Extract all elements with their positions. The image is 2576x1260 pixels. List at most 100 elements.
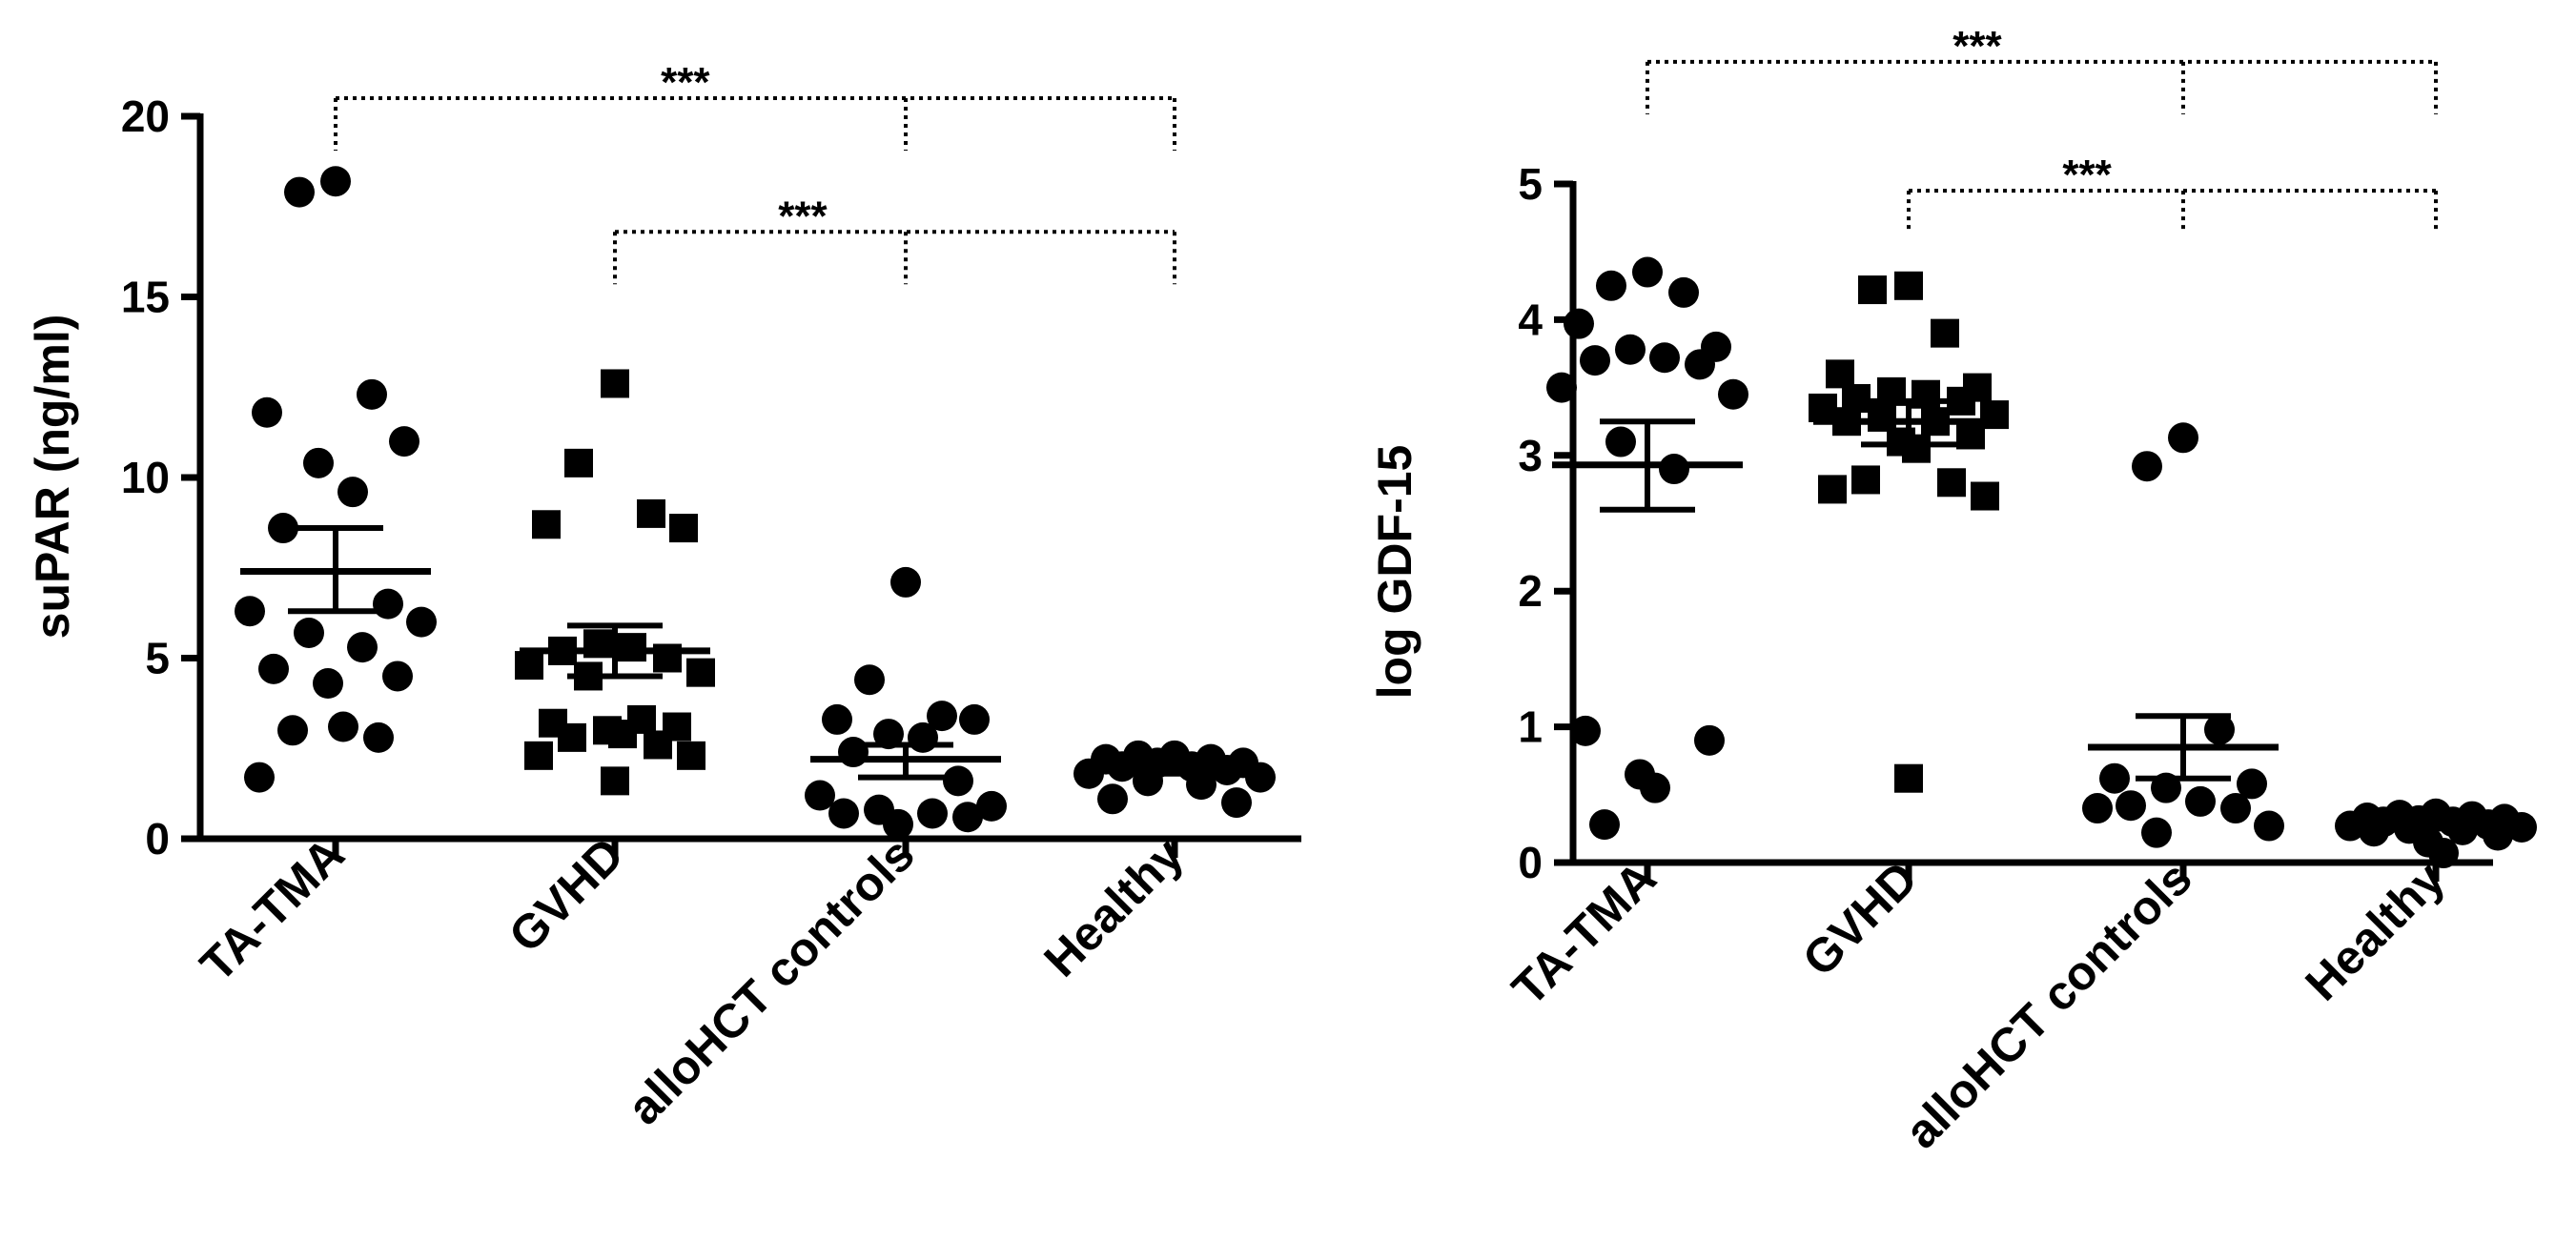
- data-point-gvhd: [1956, 420, 1985, 450]
- data-point-allohct-controls: [2168, 422, 2198, 454]
- y-tick-label: 0: [145, 814, 170, 864]
- data-point-allohct-controls: [822, 703, 852, 735]
- data-point-allohct-controls: [908, 721, 938, 753]
- data-point-allohct-controls: [890, 566, 921, 598]
- data-point-gvhd: [1971, 481, 1999, 511]
- data-point-ta-tma: [258, 653, 289, 684]
- data-point-ta-tma: [268, 513, 298, 544]
- data-point-allohct-controls: [2132, 451, 2162, 482]
- data-point-allohct-controls: [927, 701, 957, 732]
- data-point-healthy: [1097, 783, 1128, 815]
- data-point-allohct-controls: [943, 765, 973, 797]
- data-point-allohct-controls: [838, 737, 869, 768]
- data-point-gvhd: [1868, 402, 1896, 432]
- data-point-gvhd: [564, 448, 593, 478]
- data-point-ta-tma: [1685, 349, 1715, 380]
- data-point-gvhd: [1937, 468, 1966, 498]
- data-point-ta-tma: [1632, 256, 1663, 288]
- y-tick-label: 5: [1518, 159, 1543, 209]
- data-point-gvhd: [677, 741, 705, 770]
- data-point-gvhd: [1826, 359, 1854, 389]
- x-tick-label-healthy: Healthy: [2295, 851, 2454, 1010]
- data-point-gvhd: [515, 651, 543, 681]
- data-point-ta-tma: [1546, 372, 1577, 403]
- data-point-allohct-controls: [854, 664, 885, 696]
- data-point-gvhd: [637, 498, 665, 528]
- significance-label: ***: [1952, 23, 2002, 70]
- data-point-gvhd: [1931, 318, 1959, 348]
- data-point-allohct-controls: [2099, 762, 2130, 794]
- data-point-ta-tma: [1570, 715, 1601, 746]
- data-point-ta-tma: [303, 447, 334, 478]
- y-tick-label: 15: [121, 273, 170, 322]
- data-point-ta-tma: [337, 477, 368, 508]
- x-tick-label-ta-tma: TA-TMA: [190, 827, 354, 991]
- data-point-allohct-controls: [873, 719, 904, 750]
- data-point-gvhd: [524, 741, 553, 770]
- y-tick-label: 3: [1518, 431, 1543, 480]
- data-point-healthy: [1221, 787, 1252, 819]
- data-point-ta-tma: [277, 715, 308, 746]
- data-point-gvhd: [644, 730, 672, 760]
- significance-label: ***: [2062, 152, 2112, 198]
- data-point-ta-tma: [313, 668, 343, 700]
- data-point-ta-tma: [347, 632, 378, 663]
- data-point-gvhd: [558, 722, 586, 752]
- data-point-allohct-controls: [2204, 714, 2235, 745]
- data-point-gvhd: [608, 720, 637, 749]
- data-point-gvhd: [601, 766, 629, 796]
- data-point-ta-tma: [235, 596, 265, 627]
- data-point-gvhd: [1851, 465, 1880, 495]
- data-point-ta-tma: [382, 660, 413, 692]
- data-point-ta-tma: [1580, 345, 1610, 376]
- data-point-ta-tma: [294, 617, 324, 648]
- data-point-gvhd: [1912, 379, 1940, 409]
- data-point-allohct-controls: [828, 798, 859, 829]
- data-point-gvhd: [669, 514, 698, 543]
- data-point-ta-tma: [320, 166, 351, 197]
- data-point-ta-tma: [1694, 724, 1725, 756]
- data-point-allohct-controls: [2141, 817, 2172, 848]
- data-point-healthy: [2428, 838, 2459, 869]
- data-point-ta-tma: [1659, 454, 1689, 485]
- data-point-gvhd: [1858, 275, 1887, 305]
- y-tick-label: 10: [121, 453, 170, 502]
- data-point-allohct-controls: [2116, 790, 2146, 822]
- data-point-gvhd: [1894, 763, 1923, 793]
- data-point-healthy: [1245, 762, 1276, 793]
- data-point-ta-tma: [1589, 809, 1620, 841]
- data-point-allohct-controls: [2254, 810, 2284, 842]
- x-tick-label-healthy: Healthy: [1033, 827, 1193, 986]
- data-point-ta-tma: [1668, 276, 1699, 308]
- data-point-allohct-controls: [883, 808, 913, 840]
- data-point-ta-tma: [284, 176, 315, 208]
- data-point-allohct-controls: [959, 703, 990, 735]
- data-point-allohct-controls: [2082, 793, 2113, 824]
- y-axis-title: suPAR (ng/ml): [26, 315, 79, 640]
- data-point-ta-tma: [1596, 270, 1626, 301]
- data-point-ta-tma: [1718, 378, 1748, 410]
- data-point-ta-tma: [373, 588, 403, 620]
- data-point-ta-tma: [244, 762, 275, 793]
- data-point-healthy: [1073, 758, 1104, 789]
- data-point-ta-tma: [357, 378, 387, 410]
- data-point-healthy: [2359, 816, 2389, 847]
- data-point-ta-tma: [1605, 426, 1636, 457]
- data-point-allohct-controls: [917, 798, 948, 829]
- data-point-gvhd: [686, 658, 715, 687]
- data-point-allohct-controls: [805, 780, 835, 811]
- significance-label: ***: [661, 59, 710, 106]
- significance-label: ***: [778, 193, 828, 239]
- y-tick-label: 1: [1518, 702, 1543, 752]
- data-point-ta-tma: [252, 396, 282, 428]
- data-point-allohct-controls: [2185, 785, 2216, 817]
- data-point-ta-tma: [328, 711, 358, 742]
- y-axis-title: log GDF-15: [1368, 445, 1421, 700]
- data-point-allohct-controls: [2220, 793, 2251, 824]
- data-point-allohct-controls: [2237, 768, 2267, 800]
- y-tick-label: 20: [121, 91, 170, 141]
- y-tick-label: 4: [1518, 295, 1543, 344]
